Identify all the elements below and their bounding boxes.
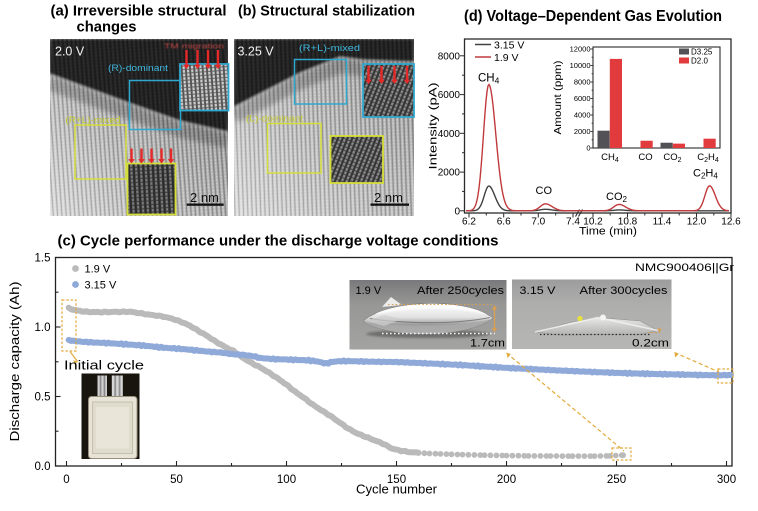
svg-text:(L)-dominant: (L)-dominant — [246, 114, 304, 124]
svg-text:1.9 V: 1.9 V — [494, 52, 519, 64]
svg-text:100: 100 — [277, 474, 296, 486]
svg-text:TM migration: TM migration — [164, 42, 224, 51]
svg-text:50: 50 — [170, 474, 183, 486]
svg-text:12.6: 12.6 — [721, 217, 741, 228]
svg-text:CO2: CO2 — [606, 191, 628, 204]
svg-text:After 250cycles: After 250cycles — [417, 285, 505, 297]
svg-text:1.9 V: 1.9 V — [85, 264, 111, 276]
svg-text:12.0: 12.0 — [687, 217, 707, 228]
svg-text:After 300cycles: After 300cycles — [580, 285, 669, 297]
svg-text:(R)-dominant: (R)-dominant — [108, 63, 169, 73]
svg-text:6000: 6000 — [438, 90, 461, 101]
svg-text:NMC900406||Gr: NMC900406||Gr — [635, 262, 734, 274]
svg-text:6000: 6000 — [574, 94, 591, 103]
svg-text:4000: 4000 — [438, 129, 461, 140]
svg-text:8000: 8000 — [438, 51, 461, 62]
svg-text:2000: 2000 — [438, 168, 461, 179]
svg-text:0.5: 0.5 — [35, 392, 51, 404]
svg-text:D2.0: D2.0 — [691, 57, 708, 66]
svg-text:11.4: 11.4 — [653, 217, 672, 228]
svg-text:C2H4: C2H4 — [693, 168, 718, 181]
svg-text:(d) Voltage–Dependent Gas Evol: (d) Voltage–Dependent Gas Evolution — [464, 8, 722, 25]
svg-text:Amount (ppm): Amount (ppm) — [553, 61, 564, 135]
svg-text:7.4: 7.4 — [566, 217, 580, 228]
svg-text:CO: CO — [638, 152, 652, 163]
svg-text:2 nm: 2 nm — [374, 190, 403, 205]
svg-text:(R+L)-mixed: (R+L)-mixed — [299, 43, 360, 53]
svg-text:0: 0 — [586, 144, 590, 153]
svg-text:2000: 2000 — [574, 127, 591, 136]
svg-text:(a) Irreversible structural: (a) Irreversible structural — [51, 3, 227, 20]
svg-text:4000: 4000 — [574, 111, 591, 120]
svg-text:3.25 V: 3.25 V — [238, 45, 275, 59]
svg-text:10.2: 10.2 — [583, 217, 603, 228]
svg-text:CH4: CH4 — [478, 73, 500, 86]
svg-text:0: 0 — [63, 474, 69, 486]
svg-text:1.9 V: 1.9 V — [356, 285, 382, 297]
svg-text:2.0 V: 2.0 V — [55, 45, 85, 59]
svg-text:Cycle number: Cycle number — [356, 483, 437, 497]
svg-text:6.2: 6.2 — [462, 217, 476, 228]
svg-text:0.2cm: 0.2cm — [632, 338, 669, 350]
svg-text:10.8: 10.8 — [618, 217, 638, 228]
svg-text:Time (min): Time (min) — [579, 226, 637, 238]
svg-text:Intensity (pA): Intensity (pA) — [428, 83, 440, 170]
svg-text:10000: 10000 — [570, 61, 591, 70]
svg-text:300: 300 — [717, 474, 736, 486]
svg-text:3.15 V: 3.15 V — [85, 280, 117, 292]
svg-text:D3.25: D3.25 — [691, 48, 713, 57]
svg-text:3.15 V: 3.15 V — [520, 285, 557, 297]
svg-text:0: 0 — [454, 206, 460, 217]
svg-text:250: 250 — [607, 474, 626, 486]
svg-text:changes: changes — [77, 19, 137, 36]
svg-text:7.0: 7.0 — [531, 217, 545, 228]
svg-text:0.0: 0.0 — [35, 461, 51, 473]
svg-text:12000: 12000 — [570, 45, 591, 54]
svg-text:Initial cycle: Initial cycle — [64, 359, 144, 373]
svg-text:(c) Cycle performance under th: (c) Cycle performance under the discharg… — [58, 234, 499, 250]
svg-text:CO2: CO2 — [663, 152, 681, 164]
svg-text:1.5: 1.5 — [35, 253, 51, 265]
svg-text:200: 200 — [497, 474, 516, 486]
svg-text:8000: 8000 — [574, 78, 591, 87]
svg-text:6.6: 6.6 — [497, 217, 511, 228]
svg-text:3.15 V: 3.15 V — [494, 40, 524, 52]
svg-text:CH4: CH4 — [601, 152, 619, 164]
svg-text:CO: CO — [536, 185, 553, 197]
svg-text:2 nm: 2 nm — [190, 190, 219, 205]
svg-text:1.7cm: 1.7cm — [470, 338, 505, 350]
svg-text:C2H4: C2H4 — [697, 152, 719, 164]
svg-text:Discharge capacity (Ah): Discharge capacity (Ah) — [8, 282, 22, 442]
svg-text:(R+L)-mixed: (R+L)-mixed — [65, 115, 120, 125]
svg-text:150: 150 — [387, 474, 406, 486]
svg-text:(b) Structural stabilization: (b) Structural stabilization — [238, 3, 415, 20]
svg-text:1.0: 1.0 — [35, 322, 51, 334]
